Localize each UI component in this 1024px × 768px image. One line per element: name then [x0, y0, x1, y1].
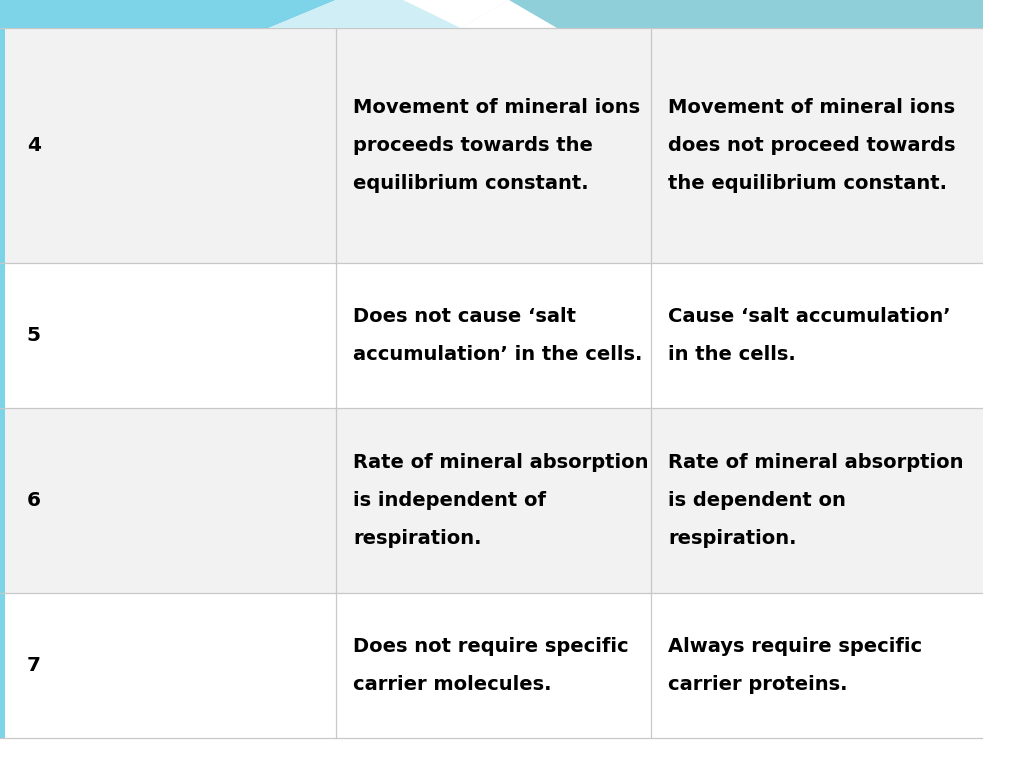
Bar: [0, 408, 983, 593]
Text: Rate of mineral absorption: Rate of mineral absorption: [668, 453, 964, 472]
Text: 7: 7: [27, 656, 41, 675]
Polygon shape: [403, 0, 509, 28]
Bar: [0, 28, 983, 263]
Text: Rate of mineral absorption: Rate of mineral absorption: [353, 453, 648, 472]
Text: 6: 6: [27, 491, 41, 510]
Text: accumulation’ in the cells.: accumulation’ in the cells.: [353, 345, 642, 364]
Text: does not proceed towards: does not proceed towards: [668, 136, 955, 155]
Text: Cause ‘salt accumulation’: Cause ‘salt accumulation’: [668, 307, 950, 326]
Bar: [0, 28, 5, 738]
Text: Movement of mineral ions: Movement of mineral ions: [668, 98, 955, 118]
Text: respiration.: respiration.: [668, 528, 797, 548]
Text: carrier proteins.: carrier proteins.: [668, 675, 848, 694]
Text: is dependent on: is dependent on: [668, 491, 846, 510]
Text: is independent of: is independent of: [353, 491, 546, 510]
Text: in the cells.: in the cells.: [668, 345, 796, 364]
Polygon shape: [0, 0, 336, 28]
Text: equilibrium constant.: equilibrium constant.: [353, 174, 589, 193]
Polygon shape: [509, 0, 983, 28]
Bar: [0, 263, 983, 408]
Text: respiration.: respiration.: [353, 528, 481, 548]
Text: 4: 4: [27, 136, 41, 155]
Bar: [0, 593, 983, 738]
Polygon shape: [268, 0, 509, 28]
Text: Movement of mineral ions: Movement of mineral ions: [353, 98, 640, 118]
Text: the equilibrium constant.: the equilibrium constant.: [668, 174, 947, 193]
Text: Always require specific: Always require specific: [668, 637, 922, 656]
Text: Does not require specific: Does not require specific: [353, 637, 629, 656]
Text: carrier molecules.: carrier molecules.: [353, 675, 552, 694]
Text: proceeds towards the: proceeds towards the: [353, 136, 593, 155]
Text: Does not cause ‘salt: Does not cause ‘salt: [353, 307, 577, 326]
Text: 5: 5: [27, 326, 41, 345]
